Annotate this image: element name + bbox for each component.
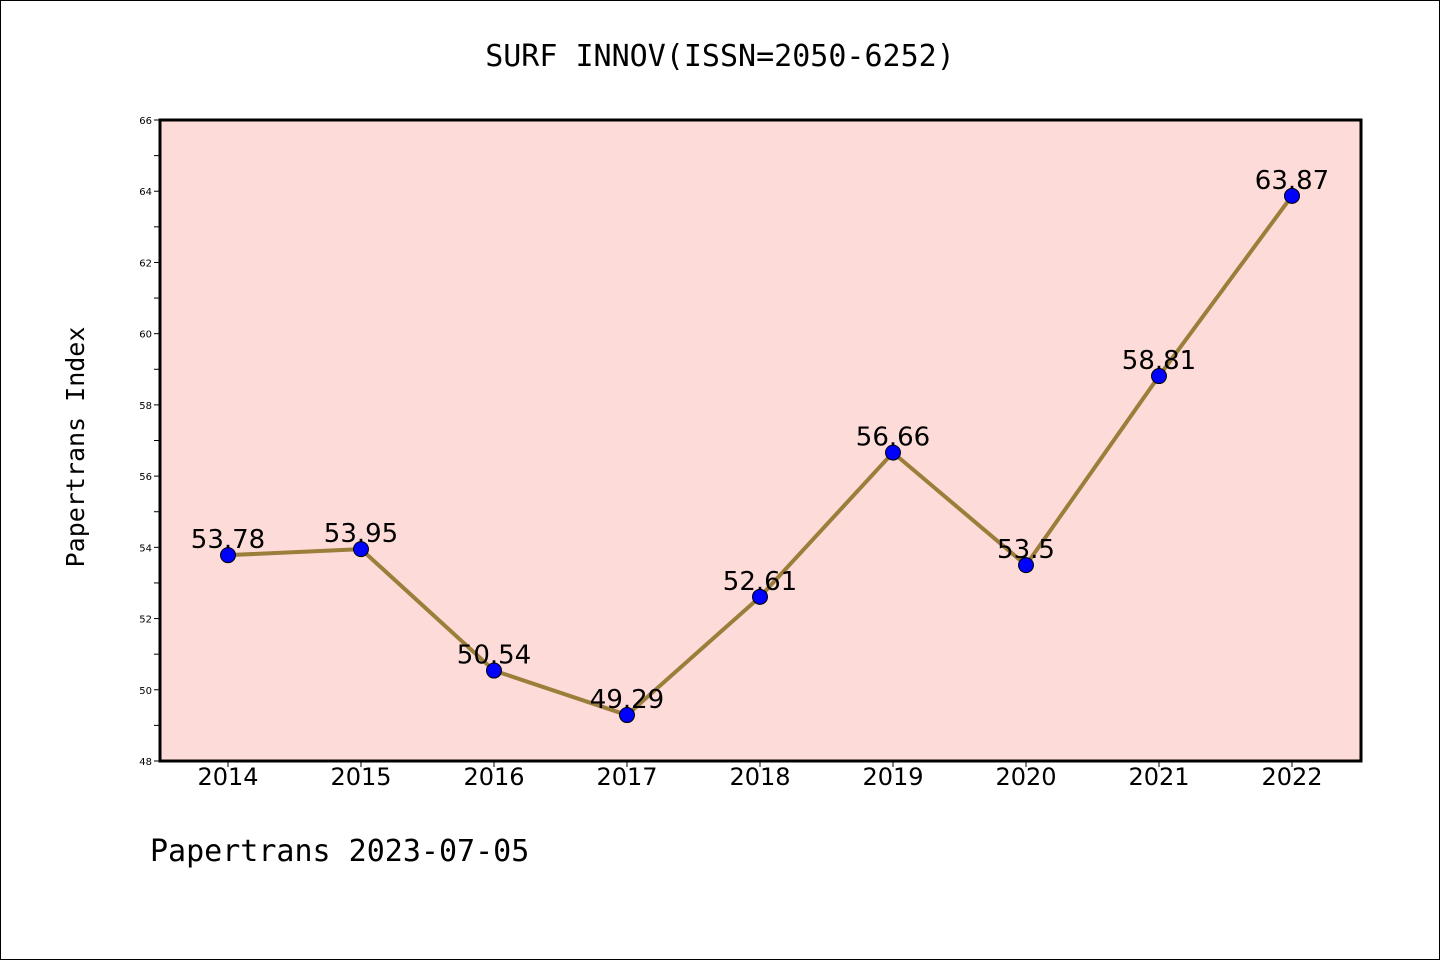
data-label: 52.61 xyxy=(723,567,797,597)
data-label: 49.29 xyxy=(590,685,664,715)
y-tick-label: 54 xyxy=(139,543,152,554)
x-tick-label: 2017 xyxy=(596,763,657,791)
y-tick-label: 60 xyxy=(139,330,152,341)
x-axis: 2014 2015 2016 2017 2018 2019 2020 2021 2022 xyxy=(197,761,1323,791)
y-tick-label: 48 xyxy=(139,757,152,768)
y-tick-label: 66 xyxy=(139,116,152,127)
x-tick-label: 2015 xyxy=(330,763,391,791)
y-axis: 48 50 52 54 56 58 60 62 64 66 xyxy=(139,116,160,768)
chart-title: SURF INNOV(ISSN=2050-6252) xyxy=(485,39,955,74)
y-tick-label: 58 xyxy=(139,401,152,412)
x-tick-label: 2014 xyxy=(197,763,258,791)
data-label: 53.5 xyxy=(997,535,1055,565)
data-point xyxy=(220,547,236,564)
data-point xyxy=(1018,557,1034,574)
data-labels: 53.78 53.95 50.54 49.29 52.61 56.66 53.5 58.81 6… xyxy=(191,166,1329,715)
y-tick-label: 62 xyxy=(139,258,152,269)
data-label: 53.95 xyxy=(324,519,398,549)
data-label: 56.66 xyxy=(856,423,930,453)
data-label: 63.87 xyxy=(1255,166,1329,196)
data-point xyxy=(353,541,369,558)
data-point xyxy=(1151,368,1167,385)
y-tick-label: 52 xyxy=(139,615,152,626)
x-tick-label: 2022 xyxy=(1261,763,1322,791)
footer-text: Papertrans 2023-07-05 xyxy=(150,834,530,869)
y-tick-label: 56 xyxy=(139,472,152,483)
x-tick-label: 2016 xyxy=(463,763,524,791)
y-tick-label: 50 xyxy=(139,686,152,697)
data-point xyxy=(1284,187,1300,204)
y-axis-label: Papertrans Index xyxy=(61,327,90,568)
y-tick-label: 64 xyxy=(139,187,152,198)
plot-area xyxy=(160,120,1361,761)
x-tick-label: 2020 xyxy=(995,763,1056,791)
plot-border xyxy=(158,118,1363,763)
data-point xyxy=(619,707,635,724)
data-label: 50.54 xyxy=(457,641,531,671)
x-tick-label: 2018 xyxy=(729,763,790,791)
data-point xyxy=(752,588,768,605)
data-points xyxy=(220,187,1300,724)
data-label: 58.81 xyxy=(1122,346,1196,376)
data-point xyxy=(885,444,901,461)
x-tick-label: 2019 xyxy=(862,763,923,791)
data-label: 53.78 xyxy=(191,525,265,555)
x-tick-label: 2021 xyxy=(1128,763,1189,791)
data-point xyxy=(486,662,502,679)
